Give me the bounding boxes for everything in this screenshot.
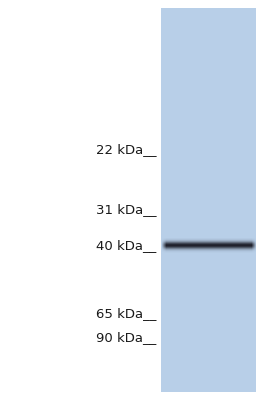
Bar [161,8,256,392]
Text: 90 kDa__: 90 kDa__ [96,332,157,344]
Text: 40 kDa__: 40 kDa__ [96,240,157,252]
Text: 31 kDa__: 31 kDa__ [96,204,157,216]
Text: 22 kDa__: 22 kDa__ [96,144,157,156]
Text: 65 kDa__: 65 kDa__ [96,308,157,320]
